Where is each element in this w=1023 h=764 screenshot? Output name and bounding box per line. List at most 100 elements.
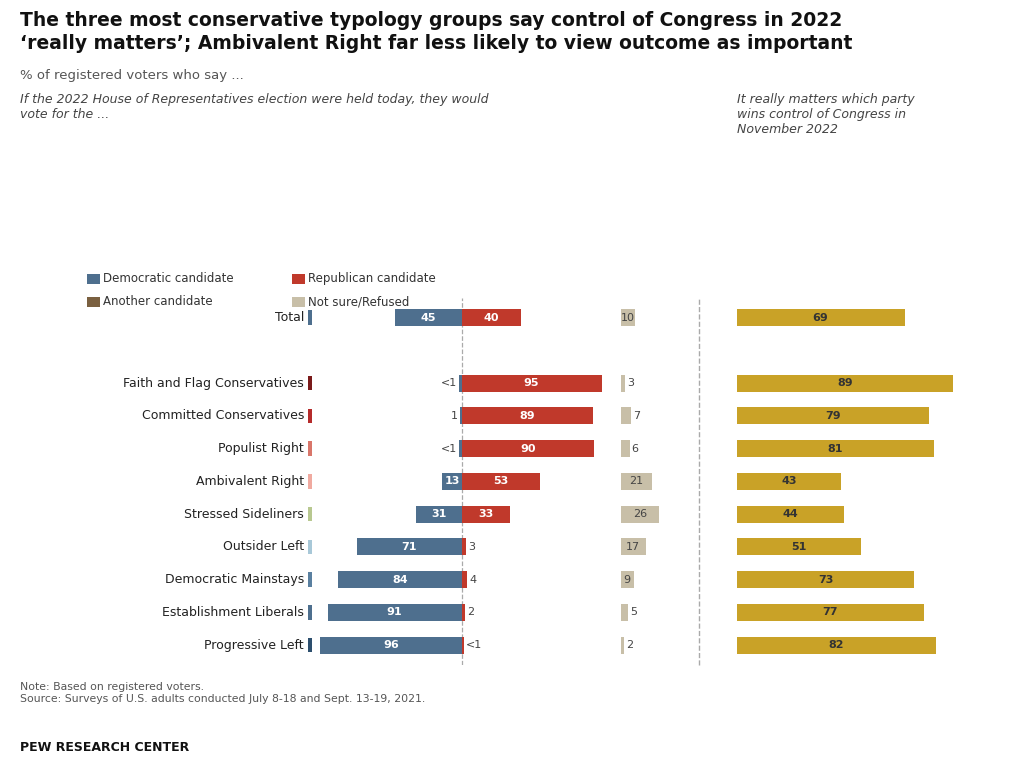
- Bar: [461, 407, 592, 424]
- Bar: [737, 571, 915, 588]
- Text: 96: 96: [383, 640, 399, 650]
- Text: 3: 3: [469, 542, 476, 552]
- Text: 43: 43: [782, 476, 797, 487]
- Text: Populist Right: Populist Right: [218, 442, 304, 455]
- Bar: [308, 474, 312, 488]
- Text: 91: 91: [387, 607, 402, 617]
- Text: Total: Total: [274, 311, 304, 324]
- Bar: [461, 309, 521, 326]
- Text: 10: 10: [621, 312, 635, 322]
- Text: 9: 9: [624, 575, 631, 584]
- Bar: [737, 506, 844, 523]
- Text: Democratic candidate: Democratic candidate: [103, 272, 234, 286]
- Text: 40: 40: [483, 312, 499, 322]
- Bar: [308, 310, 312, 325]
- Bar: [621, 539, 646, 555]
- Bar: [308, 409, 312, 423]
- Text: The three most conservative typology groups say control of Congress in 2022: The three most conservative typology gro…: [20, 11, 843, 31]
- Bar: [308, 376, 312, 390]
- Bar: [308, 442, 312, 456]
- Bar: [308, 507, 312, 521]
- Text: 77: 77: [822, 607, 838, 617]
- Bar: [327, 604, 461, 621]
- Text: 33: 33: [479, 509, 493, 519]
- Bar: [621, 604, 628, 621]
- Text: 7: 7: [633, 411, 640, 421]
- Bar: [308, 638, 312, 652]
- Text: 69: 69: [812, 312, 829, 322]
- Text: 1: 1: [451, 411, 458, 421]
- Text: 31: 31: [431, 509, 446, 519]
- Bar: [461, 506, 510, 523]
- Text: Not sure/Refused: Not sure/Refused: [308, 295, 409, 309]
- Text: 17: 17: [626, 542, 640, 552]
- Bar: [461, 374, 602, 392]
- Text: Stressed Sideliners: Stressed Sideliners: [184, 507, 304, 520]
- Text: 71: 71: [402, 542, 417, 552]
- Text: 26: 26: [633, 509, 647, 519]
- Text: % of registered voters who say ...: % of registered voters who say ...: [20, 69, 244, 82]
- Bar: [461, 604, 464, 621]
- Text: Democratic Mainstays: Democratic Mainstays: [165, 573, 304, 586]
- Text: 21: 21: [629, 476, 643, 487]
- Bar: [737, 440, 934, 457]
- Text: 5: 5: [630, 607, 637, 617]
- Text: 4: 4: [470, 575, 477, 584]
- Bar: [308, 605, 312, 620]
- Text: 53: 53: [493, 476, 508, 487]
- Bar: [461, 539, 466, 555]
- Text: Republican candidate: Republican candidate: [308, 272, 436, 286]
- Text: Establishment Liberals: Establishment Liberals: [162, 606, 304, 619]
- Bar: [459, 374, 461, 392]
- Bar: [737, 539, 860, 555]
- Bar: [442, 473, 461, 490]
- Text: 44: 44: [783, 509, 798, 519]
- Bar: [461, 473, 540, 490]
- Text: 89: 89: [520, 411, 535, 421]
- Bar: [737, 374, 953, 392]
- Text: 79: 79: [825, 411, 841, 421]
- Text: PEW RESEARCH CENTER: PEW RESEARCH CENTER: [20, 741, 189, 754]
- Text: 2: 2: [466, 607, 474, 617]
- Bar: [621, 309, 635, 326]
- Text: Faith and Flag Conservatives: Faith and Flag Conservatives: [123, 377, 304, 390]
- Text: <1: <1: [441, 444, 457, 454]
- Text: 13: 13: [444, 476, 459, 487]
- Bar: [737, 407, 929, 424]
- Text: 51: 51: [791, 542, 806, 552]
- Text: Outsider Left: Outsider Left: [223, 540, 304, 553]
- Bar: [737, 636, 936, 653]
- Text: It really matters which party
wins control of Congress in
November 2022: It really matters which party wins contr…: [737, 93, 915, 136]
- Bar: [308, 539, 312, 554]
- Text: 73: 73: [817, 575, 833, 584]
- Text: 45: 45: [420, 312, 436, 322]
- Bar: [621, 636, 624, 653]
- Bar: [737, 604, 924, 621]
- Text: Note: Based on registered voters.
Source: Surveys of U.S. adults conducted July : Note: Based on registered voters. Source…: [20, 682, 426, 704]
- Text: Progressive Left: Progressive Left: [205, 639, 304, 652]
- Text: Committed Conservatives: Committed Conservatives: [141, 410, 304, 422]
- Bar: [621, 506, 659, 523]
- Bar: [338, 571, 461, 588]
- Text: Another candidate: Another candidate: [103, 295, 213, 309]
- Text: 90: 90: [520, 444, 536, 454]
- Bar: [621, 374, 625, 392]
- Bar: [460, 407, 461, 424]
- Text: <1: <1: [466, 640, 482, 650]
- Bar: [621, 440, 629, 457]
- Text: 2: 2: [626, 640, 633, 650]
- Text: ‘really matters’; Ambivalent Right far less likely to view outcome as important: ‘really matters’; Ambivalent Right far l…: [20, 34, 853, 53]
- Bar: [357, 539, 461, 555]
- Text: 82: 82: [829, 640, 844, 650]
- Bar: [461, 440, 594, 457]
- Bar: [621, 473, 652, 490]
- Text: <1: <1: [441, 378, 457, 388]
- Text: Ambivalent Right: Ambivalent Right: [195, 474, 304, 488]
- Text: 6: 6: [632, 444, 638, 454]
- Bar: [621, 571, 634, 588]
- Text: If the 2022 House of Representatives election were held today, they would
vote f: If the 2022 House of Representatives ele…: [20, 93, 489, 121]
- Text: 89: 89: [837, 378, 853, 388]
- Bar: [737, 309, 904, 326]
- Text: 81: 81: [828, 444, 843, 454]
- Text: 84: 84: [392, 575, 407, 584]
